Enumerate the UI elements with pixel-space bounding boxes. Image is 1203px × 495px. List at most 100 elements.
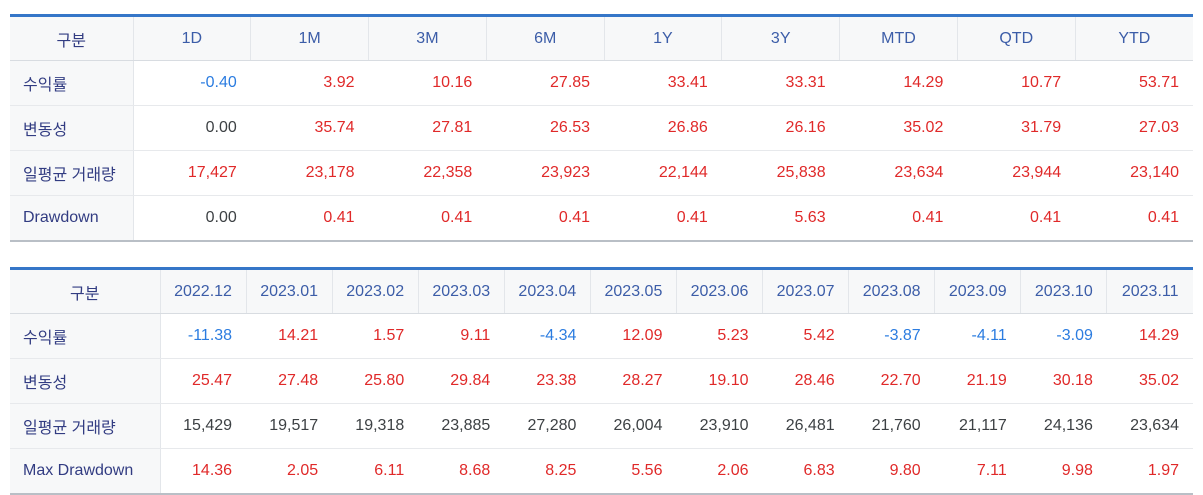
value-cell: -11.38 bbox=[160, 313, 247, 359]
value-cell: 26.16 bbox=[721, 105, 840, 151]
period-performance-table: 구분 1D 1M 3M 6M 1Y 3Y MTD QTD YTD 수익률 -0.40 3.92 10.16… bbox=[10, 14, 1193, 242]
value-cell: 21,760 bbox=[848, 403, 935, 449]
value-cell: 12.09 bbox=[590, 313, 677, 359]
value-cell: 23,634 bbox=[1106, 403, 1193, 449]
value-cell: 9.80 bbox=[848, 448, 935, 494]
value-cell: 0.41 bbox=[368, 195, 487, 241]
value-cell: 0.00 bbox=[133, 195, 251, 241]
value-cell: 27.03 bbox=[1075, 105, 1193, 151]
value-cell: 33.41 bbox=[604, 60, 722, 106]
value-cell: 29.84 bbox=[418, 358, 505, 404]
value-cell: 24,136 bbox=[1020, 403, 1107, 449]
column-header: 2023.04 bbox=[504, 268, 591, 314]
header-row: 구분 2022.12 2023.01 2023.02 2023.03 2023.04 202… bbox=[10, 268, 1193, 314]
value-cell: 8.68 bbox=[418, 448, 505, 494]
value-cell: 19,318 bbox=[332, 403, 419, 449]
value-cell: 27.48 bbox=[246, 358, 333, 404]
value-cell: -3.09 bbox=[1020, 313, 1107, 359]
table-row: Max Drawdown 14.36 2.05 6.11 8.68 8.25 5.56 2.0… bbox=[10, 448, 1193, 494]
row-label: 변동성 bbox=[10, 358, 161, 404]
value-cell: 17,427 bbox=[133, 150, 251, 196]
table-row: 변동성 0.00 35.74 27.81 26.53 26.86 26.16 35.02 31.… bbox=[10, 105, 1193, 151]
value-cell: -3.87 bbox=[848, 313, 935, 359]
value-cell: -4.34 bbox=[504, 313, 591, 359]
value-cell: 26.53 bbox=[486, 105, 605, 151]
value-cell: 8.25 bbox=[504, 448, 591, 494]
corner-header: 구분 bbox=[10, 268, 161, 314]
row-label: Drawdown bbox=[10, 195, 134, 241]
value-cell: 7.11 bbox=[934, 448, 1021, 494]
value-cell: 6.11 bbox=[332, 448, 419, 494]
value-cell: 0.00 bbox=[133, 105, 251, 151]
value-cell: 25,838 bbox=[721, 150, 840, 196]
row-label: 수익률 bbox=[10, 60, 134, 106]
value-cell: 23.38 bbox=[504, 358, 591, 404]
value-cell: 53.71 bbox=[1075, 60, 1193, 106]
value-cell: 14.36 bbox=[160, 448, 247, 494]
column-header: 2023.05 bbox=[590, 268, 677, 314]
value-cell: 2.06 bbox=[676, 448, 763, 494]
value-cell: 35.02 bbox=[1106, 358, 1193, 404]
corner-header: 구분 bbox=[10, 15, 134, 61]
value-cell: 23,178 bbox=[250, 150, 369, 196]
column-header: 2023.01 bbox=[246, 268, 333, 314]
value-cell: 0.41 bbox=[604, 195, 722, 241]
value-cell: 19,517 bbox=[246, 403, 333, 449]
table-row: 변동성 25.47 27.48 25.80 29.84 23.38 28.27 19.10 28… bbox=[10, 358, 1193, 404]
value-cell: 0.41 bbox=[1075, 195, 1193, 241]
table-row: Drawdown 0.00 0.41 0.41 0.41 0.41 5.63 0.41 0.41… bbox=[10, 195, 1193, 241]
value-cell: 14.21 bbox=[246, 313, 333, 359]
value-cell: 15,429 bbox=[160, 403, 247, 449]
value-cell: 22,144 bbox=[604, 150, 722, 196]
column-header: 2023.11 bbox=[1106, 268, 1193, 314]
value-cell: 0.41 bbox=[250, 195, 369, 241]
value-cell: 9.11 bbox=[418, 313, 505, 359]
value-cell: 23,944 bbox=[957, 150, 1076, 196]
column-header: QTD bbox=[957, 15, 1076, 61]
column-header: MTD bbox=[839, 15, 958, 61]
value-cell: 5.63 bbox=[721, 195, 840, 241]
column-header: 2022.12 bbox=[160, 268, 247, 314]
value-cell: 2.05 bbox=[246, 448, 333, 494]
value-cell: 9.98 bbox=[1020, 448, 1107, 494]
column-header: YTD bbox=[1075, 15, 1193, 61]
value-cell: 21,117 bbox=[934, 403, 1021, 449]
value-cell: 23,910 bbox=[676, 403, 763, 449]
column-header: 2023.03 bbox=[418, 268, 505, 314]
value-cell: 35.74 bbox=[250, 105, 369, 151]
value-cell: 21.19 bbox=[934, 358, 1021, 404]
value-cell: 0.41 bbox=[486, 195, 605, 241]
column-header: 3M bbox=[368, 15, 487, 61]
value-cell: 27,280 bbox=[504, 403, 591, 449]
value-cell: 10.77 bbox=[957, 60, 1076, 106]
column-header: 2023.10 bbox=[1020, 268, 1108, 314]
value-cell: 5.23 bbox=[676, 313, 763, 359]
value-cell: 3.92 bbox=[250, 60, 369, 106]
row-label: 일평균 거래량 bbox=[10, 403, 161, 449]
value-cell: 23,140 bbox=[1075, 150, 1193, 196]
value-cell: 30.18 bbox=[1020, 358, 1107, 404]
value-cell: 28.27 bbox=[590, 358, 677, 404]
table-row: 수익률 -11.38 14.21 1.57 9.11 -4.34 12.09 5.23 5.42… bbox=[10, 313, 1193, 359]
column-header: 1Y bbox=[604, 15, 723, 61]
column-header: 2023.07 bbox=[762, 268, 850, 314]
value-cell: 14.29 bbox=[839, 60, 958, 106]
value-cell: 26.86 bbox=[604, 105, 722, 151]
value-cell: 27.81 bbox=[368, 105, 487, 151]
header-row: 구분 1D 1M 3M 6M 1Y 3Y MTD QTD YTD bbox=[10, 15, 1193, 61]
table-row: 일평균 거래량 15,429 19,517 19,318 23,885 27,280 26,… bbox=[10, 403, 1193, 449]
value-cell: 25.47 bbox=[160, 358, 247, 404]
value-cell: 22,358 bbox=[368, 150, 487, 196]
value-cell: 5.42 bbox=[762, 313, 849, 359]
value-cell: 27.85 bbox=[486, 60, 605, 106]
value-cell: 5.56 bbox=[590, 448, 677, 494]
value-cell: 14.29 bbox=[1106, 313, 1193, 359]
column-header: 6M bbox=[486, 15, 605, 61]
column-header: 2023.09 bbox=[934, 268, 1022, 314]
value-cell: 23,885 bbox=[418, 403, 505, 449]
value-cell: 10.16 bbox=[368, 60, 487, 106]
table-row: 일평균 거래량 17,427 23,178 22,358 23,923 22,144 25,… bbox=[10, 150, 1193, 196]
row-label: 일평균 거래량 bbox=[10, 150, 134, 196]
column-header: 1M bbox=[250, 15, 370, 61]
value-cell: 26,481 bbox=[762, 403, 849, 449]
